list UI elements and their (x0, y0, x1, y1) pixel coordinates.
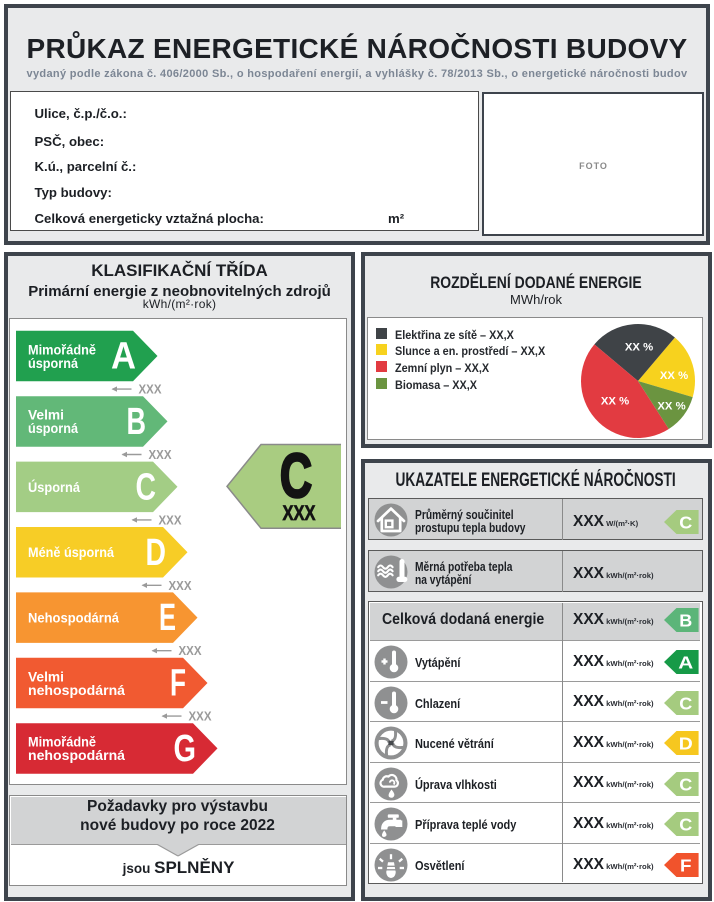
svg-text:G: G (174, 728, 197, 770)
svg-text:XXX: XXX (169, 579, 193, 593)
svg-text:Velmi: Velmi (28, 669, 64, 684)
svg-text:úsporná: úsporná (28, 421, 78, 436)
svg-text:F: F (680, 856, 692, 876)
svg-text:F: F (170, 663, 186, 705)
svg-text:A: A (678, 653, 693, 673)
svg-text:XX %: XX % (601, 396, 629, 408)
svg-text:XXX: XXX (159, 513, 183, 527)
svg-text:úsporná: úsporná (28, 356, 78, 371)
svg-text:E: E (159, 597, 176, 639)
svg-text:Úsporná: Úsporná (28, 480, 80, 495)
svg-text:Mimořádně: Mimořádně (28, 342, 96, 357)
svg-text:C: C (136, 466, 157, 508)
svg-text:C: C (679, 512, 692, 532)
svg-text:nehospodárná: nehospodárná (28, 683, 126, 698)
svg-text:C: C (679, 815, 692, 835)
svg-text:C: C (679, 774, 692, 794)
svg-text:Mimořádně: Mimořádně (28, 735, 96, 750)
svg-text:Nehospodárná: Nehospodárná (28, 611, 119, 626)
svg-text:nehospodárná: nehospodárná (28, 748, 126, 763)
svg-text:XXX: XXX (139, 383, 163, 397)
svg-text:XXX: XXX (189, 710, 213, 724)
svg-text:B: B (127, 401, 147, 443)
svg-text:Méně úsporná: Méně úsporná (28, 545, 114, 560)
svg-text:XXX: XXX (179, 644, 203, 658)
svg-text:D: D (679, 734, 693, 754)
svg-text:A: A (111, 336, 136, 378)
svg-text:C: C (679, 693, 692, 713)
svg-text:B: B (679, 610, 692, 630)
svg-text:XXX: XXX (283, 502, 316, 525)
svg-text:XXX: XXX (149, 448, 173, 462)
svg-text:XX %: XX % (660, 370, 688, 382)
svg-text:D: D (146, 532, 167, 574)
svg-text:XX %: XX % (625, 342, 653, 354)
svg-text:Velmi: Velmi (28, 408, 64, 423)
svg-text:C: C (280, 442, 312, 511)
svg-text:XX %: XX % (657, 400, 685, 412)
